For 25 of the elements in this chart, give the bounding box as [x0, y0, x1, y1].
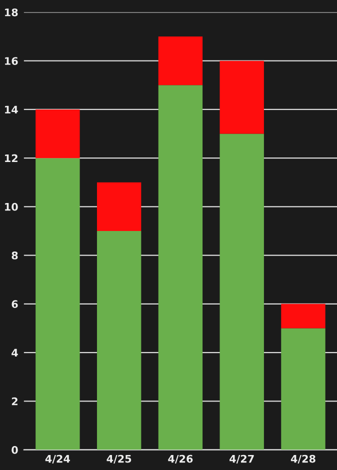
bar — [220, 134, 264, 450]
bar — [158, 85, 203, 450]
y-tick-label: 2 — [12, 397, 18, 406]
y-tick-label: 8 — [12, 252, 18, 260]
y-tick-label: 14 — [5, 106, 18, 114]
bar — [96, 182, 142, 232]
bar — [36, 158, 80, 450]
y-tick-label: 0 — [12, 446, 18, 454]
x-tick-label: 4/27 — [230, 454, 254, 464]
x-tick-label: 4/24 — [45, 454, 70, 464]
bar — [158, 36, 203, 86]
bar — [281, 328, 326, 450]
bar — [220, 60, 264, 134]
x-tick-label: 4/26 — [168, 454, 193, 464]
y-tick-label: 18 — [5, 8, 18, 16]
x-tick-label: 4/25 — [106, 454, 132, 464]
y-tick-label: 10 — [5, 202, 18, 211]
y-tick-label: 16 — [5, 57, 18, 65]
x-tick-label: 4/28 — [290, 454, 316, 464]
bar — [96, 231, 142, 450]
bar — [281, 304, 326, 328]
y-tick-label: 4 — [12, 348, 18, 357]
y-tick-label: 6 — [12, 300, 18, 308]
y-tick-label: 12 — [5, 154, 18, 162]
bar — [36, 109, 80, 158]
